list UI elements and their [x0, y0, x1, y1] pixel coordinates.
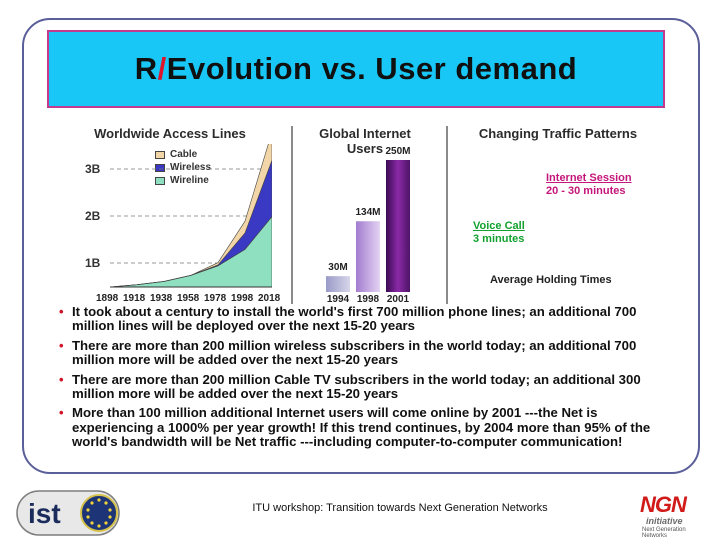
bullet-item: • There are more than 200 million Cable T…: [58, 371, 658, 402]
holding-times-label: Average Holding Times: [490, 274, 612, 286]
ngn-logo-text: NGN: [640, 492, 687, 517]
users-x-label: 1994: [326, 294, 350, 305]
bullet-dot: •: [59, 405, 64, 421]
access-x-label: 1978: [204, 293, 227, 304]
users-bar-1994: [326, 276, 350, 292]
bullet-dot: •: [59, 304, 64, 319]
bullet-text: It took about a century to install the w…: [72, 304, 637, 334]
session-value: 20 - 30 minutes: [546, 185, 626, 197]
ngn-logo-sub2: Next Generation Networks: [642, 527, 686, 539]
access-x-label: 1918: [123, 293, 146, 304]
users-bars: [326, 160, 410, 292]
bullet-text: There are more than 200 million Cable TV…: [72, 371, 641, 402]
access-x-label: 1938: [150, 293, 173, 304]
traffic-heading: Changing Traffic Patterns: [478, 126, 638, 141]
access-x-label: 2018: [258, 293, 281, 304]
y-label-3b: 3B: [85, 162, 101, 176]
bullet-dot: •: [59, 371, 64, 387]
legend-wireline-swatch: [155, 176, 165, 185]
ngn-logo: NGN initiative Next Generation Networks: [636, 492, 708, 539]
bullet-text: More than 100 million additional Interne…: [72, 405, 651, 450]
area-cable: [110, 144, 272, 288]
internet-users-heading: Global Internet Users: [300, 126, 430, 156]
slide-title: R/Evolution vs. User demand: [134, 51, 578, 86]
access-x-label: 1958: [177, 293, 200, 304]
users-value-label: 250M: [385, 146, 411, 157]
legend-cable-label: Cable: [170, 149, 198, 160]
access-x-label: 1998: [231, 293, 254, 304]
bullet-item: • There are more than 200 million wireles…: [58, 337, 658, 368]
eu-globe-icon: [80, 494, 118, 532]
users-x-label: 1998: [356, 294, 380, 305]
access-lines-heading: Worldwide Access Lines: [94, 126, 246, 141]
ist-logo: ist: [16, 490, 120, 536]
ngn-logo-sub1: initiative: [646, 516, 683, 526]
legend-cable: Cable: [155, 149, 197, 160]
legend-wireless-label: Wireless: [170, 162, 212, 173]
internet-users-heading-line2: Users: [346, 141, 384, 156]
y-label-1b: 1B: [85, 256, 101, 270]
legend-wireless: Wireless: [155, 162, 211, 173]
title-banner: R/Evolution vs. User demand: [47, 30, 665, 108]
legend-wireline-label: Wireline: [170, 175, 209, 186]
voice-value: 3 minutes: [473, 233, 525, 245]
session-label: Internet Session 20 - 30 minutes: [546, 172, 632, 198]
access-areas: [110, 144, 272, 288]
session-title: Internet Session: [546, 172, 632, 184]
legend-cable-swatch: [155, 150, 165, 159]
access-x-label: 1898: [96, 293, 119, 304]
y-label-2b: 2B: [85, 209, 101, 223]
users-bar-2001: [386, 160, 410, 292]
internet-users-chart: [326, 160, 410, 292]
users-value-label: 30M: [328, 262, 348, 274]
voice-label: Voice Call 3 minutes: [473, 220, 525, 246]
eu-stars-icon: [86, 498, 112, 528]
users-x-label: 2001: [386, 294, 410, 305]
footer-text: ITU workshop: Transition towards Next Ge…: [252, 502, 548, 514]
internet-users-heading-line1: Global Internet: [319, 126, 411, 141]
ist-logo-text: ist: [28, 498, 61, 529]
bullet-dot: •: [59, 337, 64, 353]
legend-wireless-swatch: [155, 163, 165, 172]
users-bar-1998: [356, 221, 380, 292]
voice-title: Voice Call: [473, 220, 525, 232]
bullet-item: • More than 100 million additional Intern…: [58, 406, 658, 449]
bullet-text: There are more than 200 million wireless…: [72, 337, 637, 368]
bullet-list: • It took about a century to install the …: [58, 304, 658, 455]
legend-wireline: Wireline: [155, 175, 209, 186]
bullet-item: • It took about a century to install the …: [58, 304, 658, 334]
users-value-label: 134M: [355, 207, 381, 219]
divider-1: [291, 126, 293, 304]
access-lines-chart: [110, 144, 272, 288]
divider-2: [446, 126, 448, 304]
